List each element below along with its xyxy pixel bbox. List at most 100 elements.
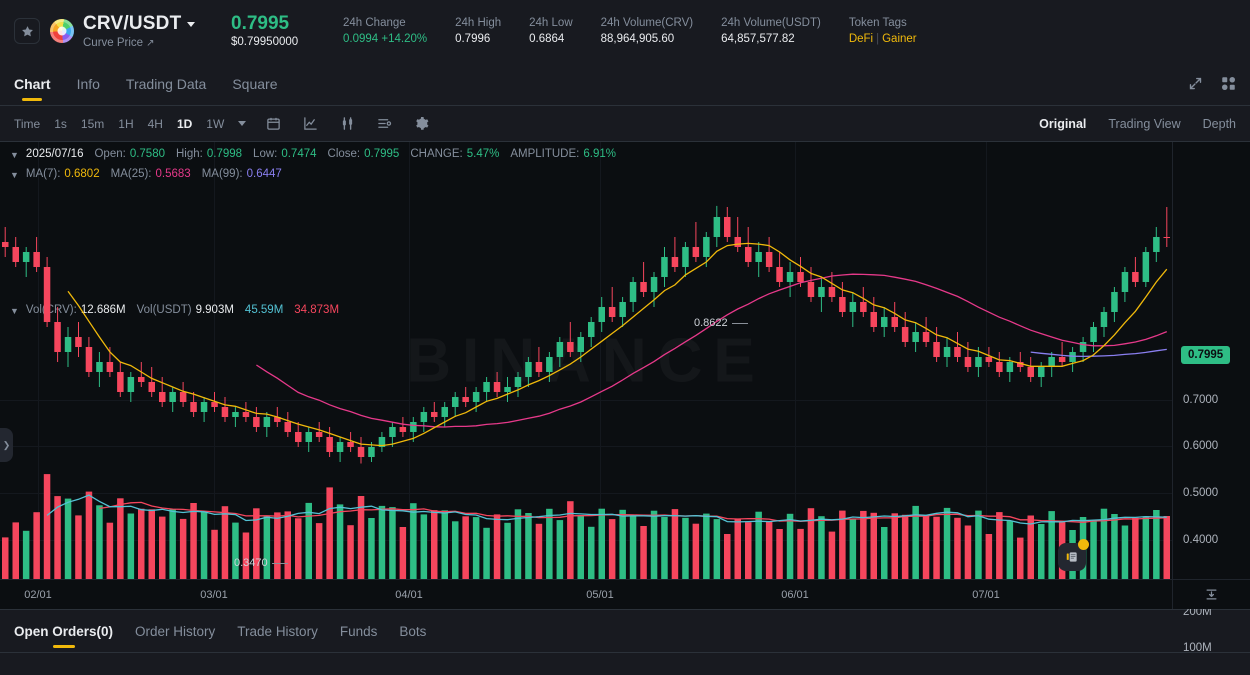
settings-gear-icon[interactable] bbox=[414, 116, 429, 131]
mode-depth[interactable]: Depth bbox=[1202, 116, 1236, 131]
favorite-star-icon[interactable] bbox=[14, 18, 40, 44]
chevron-down-icon[interactable] bbox=[187, 21, 196, 27]
notification-dot-icon bbox=[1078, 539, 1089, 550]
expand-arrows-icon[interactable] bbox=[1188, 76, 1203, 91]
external-link-icon: ↗ bbox=[146, 37, 155, 49]
stat-value: 64,857,577.82 bbox=[721, 33, 795, 45]
ohlc-amplitude-value: 6.91% bbox=[583, 148, 616, 160]
timeframe-1s[interactable]: 1s bbox=[54, 116, 67, 131]
tab-bots[interactable]: Bots bbox=[399, 623, 427, 639]
stat-value: 88,964,905.60 bbox=[600, 33, 675, 45]
low-annotation: 0.3470 bbox=[234, 557, 288, 569]
high-annotation: 0.8622 bbox=[694, 317, 748, 329]
timeframe-1d[interactable]: 1D bbox=[176, 116, 193, 131]
stat-label: 24h Low bbox=[529, 17, 573, 29]
last-price: 0.7995 bbox=[231, 13, 290, 34]
tag-separator: | bbox=[876, 33, 880, 45]
mode-trading-view[interactable]: Trading View bbox=[1108, 116, 1181, 131]
ma7-label: MA(7): bbox=[25, 168, 61, 180]
stat-value: 0.7996 bbox=[455, 33, 491, 45]
volume-tick: 200M bbox=[1183, 606, 1212, 618]
vgridline bbox=[600, 142, 601, 579]
time-axis-labels[interactable]: 02/01 03/01 04/01 05/01 06/01 07/01 bbox=[0, 580, 1172, 609]
volume-tick: 100M bbox=[1183, 642, 1212, 654]
pair-block: CRV/USDT Curve Price ↗ bbox=[83, 13, 211, 49]
high-annotation-label: 0.8622 bbox=[694, 317, 728, 329]
chart-canvas[interactable]: BINANCE ▼ 2025/07/16 Open: 0.7580 High: … bbox=[0, 142, 1172, 579]
timeframe-1h[interactable]: 1H bbox=[118, 116, 134, 131]
price-axis[interactable]: 0.7995 0.7000 0.6000 0.5000 0.4000 200M … bbox=[1172, 142, 1250, 654]
vol-crv-label: Vol(CRV): bbox=[25, 304, 77, 316]
ohlc-high-label: High: bbox=[176, 148, 203, 160]
pair-row[interactable]: CRV/USDT bbox=[83, 13, 211, 35]
ma99-label: MA(99): bbox=[201, 168, 243, 180]
ma-info-row: ▼ MA(7): 0.6802 MA(25): 0.5683 MA(99): 0… bbox=[10, 168, 293, 180]
ma25-label: MA(25): bbox=[110, 168, 152, 180]
time-tick: 04/01 bbox=[395, 589, 423, 601]
tab-trade-history[interactable]: Trade History bbox=[237, 623, 318, 639]
mode-original[interactable]: Original bbox=[1039, 116, 1087, 131]
chevron-down-icon[interactable]: ▼ bbox=[10, 150, 19, 160]
gridline bbox=[0, 400, 1172, 401]
vgridline bbox=[214, 142, 215, 579]
chevron-down-icon[interactable] bbox=[238, 121, 247, 126]
compare-icon[interactable] bbox=[377, 116, 392, 131]
time-tick: 06/01 bbox=[781, 589, 809, 601]
vgridline bbox=[409, 142, 410, 579]
tab-open-orders[interactable]: Open Orders(0) bbox=[14, 610, 113, 652]
token-tag-gainer[interactable]: Gainer bbox=[882, 33, 917, 45]
tab-square[interactable]: Square bbox=[232, 75, 278, 92]
main-tabs: Chart Info Trading Data Square bbox=[0, 62, 1250, 106]
tab-trading-data[interactable]: Trading Data bbox=[125, 75, 207, 92]
chevron-right-icon: ❯ bbox=[2, 439, 11, 450]
timeframe-15m[interactable]: 15m bbox=[80, 116, 105, 131]
jump-to-latest-button[interactable] bbox=[1172, 580, 1250, 609]
tab-order-history[interactable]: Order History bbox=[135, 623, 216, 639]
leader-line bbox=[731, 322, 748, 324]
leader-line bbox=[271, 562, 288, 564]
vol-usdt-label: Vol(USDT) bbox=[136, 304, 192, 316]
vol-ma5-value: 45.59M bbox=[244, 304, 284, 316]
ticker-header: CRV/USDT Curve Price ↗ 0.7995 $0.7995000… bbox=[0, 0, 1250, 62]
chevron-down-icon[interactable]: ▼ bbox=[10, 306, 19, 316]
tab-chart[interactable]: Chart bbox=[14, 62, 51, 106]
vgridline bbox=[38, 142, 39, 579]
ohlc-high-value: 0.7998 bbox=[206, 148, 243, 160]
nav-right-icons bbox=[1188, 76, 1236, 91]
vol-crv-value: 12.686M bbox=[80, 304, 126, 316]
panel-collapse-handle[interactable]: ❯ bbox=[0, 428, 13, 462]
grid-layout-icon[interactable] bbox=[1221, 76, 1236, 91]
chevron-down-icon[interactable]: ▼ bbox=[10, 170, 19, 180]
calendar-icon[interactable] bbox=[266, 116, 281, 131]
vol-ma10-value: 34.873M bbox=[294, 304, 340, 316]
stat-24h-change: 24h Change 0.0994 +14.20% bbox=[343, 17, 427, 45]
pair-subtitle[interactable]: Curve Price ↗ bbox=[83, 37, 211, 49]
price-tick: 0.7000 bbox=[1183, 394, 1219, 406]
last-price-usd: $0.79950000 bbox=[231, 36, 299, 48]
price-tick: 0.4000 bbox=[1183, 534, 1219, 546]
stat-value: 0.0994 +14.20% bbox=[343, 33, 428, 45]
ma7-value: 0.6802 bbox=[64, 168, 100, 180]
gridline bbox=[0, 540, 1172, 541]
time-tick: 03/01 bbox=[200, 589, 228, 601]
timeframe-1w[interactable]: 1W bbox=[206, 116, 225, 131]
chart-type-icon[interactable] bbox=[303, 116, 318, 131]
orders-panel: Open Orders(0) Order History Trade Histo… bbox=[0, 609, 1250, 675]
candlestick-series bbox=[2, 205, 1170, 464]
time-tick: 02/01 bbox=[24, 589, 52, 601]
vol-usdt-value: 9.903M bbox=[195, 304, 234, 316]
gridline bbox=[0, 493, 1172, 494]
token-tag-defi[interactable]: DeFi bbox=[848, 33, 874, 45]
chart-container: BINANCE ▼ 2025/07/16 Open: 0.7580 High: … bbox=[0, 142, 1250, 654]
low-annotation-label: 0.3470 bbox=[234, 557, 268, 569]
tab-info[interactable]: Info bbox=[76, 75, 100, 92]
indicators-icon[interactable] bbox=[340, 116, 355, 131]
stat-label: 24h Change bbox=[343, 17, 406, 29]
timeframe-4h[interactable]: 4H bbox=[147, 116, 163, 131]
ohlc-change-value: 5.47% bbox=[466, 148, 500, 160]
tab-funds[interactable]: Funds bbox=[339, 623, 378, 639]
price-tick: 0.5000 bbox=[1183, 487, 1219, 499]
ohlc-low-label: Low: bbox=[253, 148, 278, 160]
ohlc-close-label: Close: bbox=[327, 148, 361, 160]
